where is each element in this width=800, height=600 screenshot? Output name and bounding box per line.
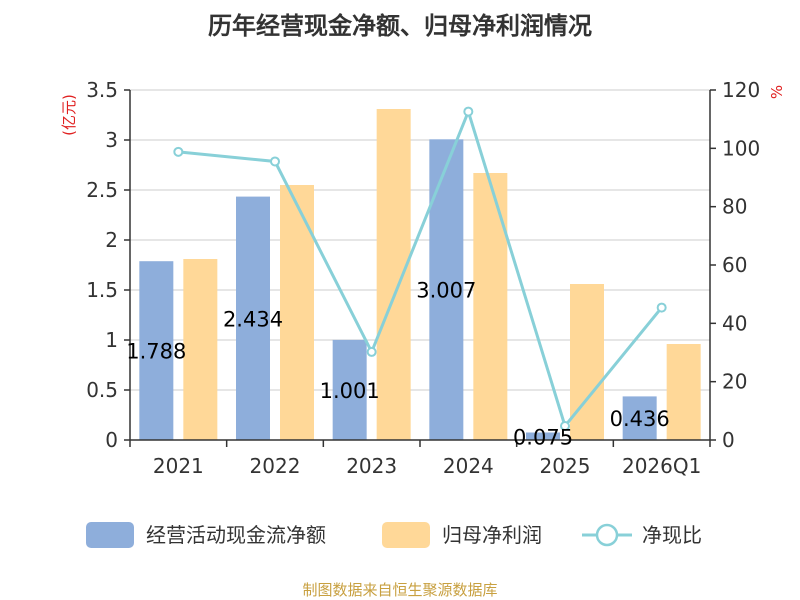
- y-left-tick-label: 2: [105, 228, 118, 252]
- bar-profit: [376, 109, 411, 440]
- line-point-ratio: [173, 146, 184, 157]
- legend-swatch-profit: [382, 522, 430, 548]
- chart-title: 历年经营现金净额、归母净利润情况: [208, 12, 592, 40]
- y-right-tick-label: 20: [722, 370, 747, 394]
- legend-swatch-ratio-marker: [595, 523, 619, 547]
- grid-lines: [130, 89, 710, 391]
- data-labels-group: 1.788 2.434 1.001 3.007 0.075 0.436: [126, 279, 669, 450]
- y-left-tick-label: 2.5: [86, 178, 118, 202]
- data-label-cashflow: 1.001: [320, 379, 380, 403]
- x-tick-label: 2022: [250, 454, 301, 478]
- data-label-cashflow: 0.075: [513, 425, 573, 449]
- y-right-tick-label: 60: [722, 253, 747, 277]
- line-point-ratio: [366, 346, 377, 357]
- line-point-ratio: [656, 302, 667, 313]
- bar-profit: [183, 259, 218, 440]
- bar-profit: [473, 173, 508, 440]
- bar-cashflow: [526, 432, 560, 440]
- legend-swatch-cashflow: [86, 522, 134, 548]
- bar-cashflow: [332, 339, 367, 440]
- data-label-cashflow: 2.434: [223, 307, 283, 331]
- x-tick-label: 2021: [153, 454, 204, 478]
- line-point-ratio: [560, 421, 570, 431]
- y-left-unit: (亿元): [60, 94, 78, 136]
- bar-profit: [570, 284, 604, 440]
- y-right-tick-label: 0: [722, 428, 735, 452]
- legend: 经营活动现金流净额 归母净利润 净现比: [86, 522, 702, 548]
- axes-group: 0 0.5 1 1.5 2 2.5 3 3.5 0 20 40 60 80 100 120 2021 2022 2…: [86, 78, 760, 478]
- x-tick-label: 2024: [443, 454, 494, 478]
- line-ratio: [178, 107, 663, 430]
- y-right-unit: %: [768, 85, 786, 99]
- y-right-tick-label: 120: [722, 78, 760, 102]
- y-left-tick-label: 0.5: [86, 378, 118, 402]
- bar-cashflow: [622, 396, 657, 440]
- y-right-tick-label: 80: [722, 195, 747, 219]
- legend-label-cashflow: 经营活动现金流净额: [146, 523, 326, 547]
- data-label-cashflow: 1.788: [126, 340, 186, 364]
- y-left-tick-label: 1.5: [86, 278, 118, 302]
- source-note: 制图数据来自恒生聚源数据库: [302, 581, 497, 599]
- y-left-tick-label: 3.5: [86, 78, 118, 102]
- line-point-ratio: [270, 156, 280, 167]
- line-point-ratio: [463, 106, 474, 117]
- legend-label-profit: 归母净利润: [442, 523, 542, 547]
- bars-group: [139, 109, 701, 441]
- bar-cashflow: [429, 139, 464, 441]
- y-left-tick-label: 3: [105, 128, 118, 152]
- bar-profit: [280, 185, 314, 440]
- x-tick-label: 2026Q1: [622, 454, 701, 478]
- y-left-tick-label: 1: [105, 328, 118, 352]
- bar-cashflow: [139, 261, 174, 440]
- x-tick-label: 2023: [346, 454, 397, 478]
- x-tick-label: 2025: [540, 454, 591, 478]
- y-right-tick-label: 100: [722, 136, 760, 160]
- bar-cashflow: [236, 196, 270, 440]
- bar-profit: [666, 344, 701, 440]
- y-right-tick-label: 40: [722, 311, 747, 335]
- legend-label-ratio: 净现比: [642, 523, 702, 547]
- line-series-group: [173, 106, 667, 431]
- data-label-cashflow: 0.436: [610, 407, 670, 431]
- data-label-cashflow: 3.007: [416, 279, 476, 303]
- y-left-tick-label: 0: [105, 428, 118, 452]
